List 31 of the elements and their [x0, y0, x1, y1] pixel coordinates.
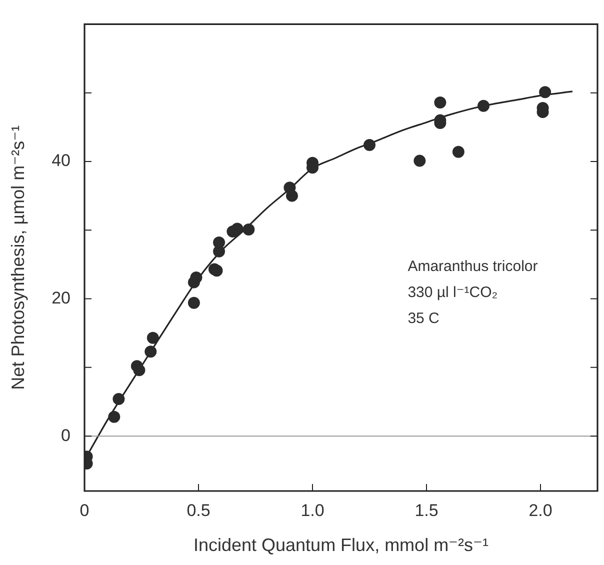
point: [213, 236, 226, 248]
x-tick-label: 1.0: [300, 500, 324, 520]
x-tick-label: 0.5: [186, 500, 210, 520]
point: [364, 139, 376, 152]
annotation: 330 µl l⁻¹CO₂: [408, 284, 498, 302]
point: [108, 410, 120, 423]
y-axis-title: Net Photosynthesis, µmol m⁻²s⁻¹: [8, 125, 28, 390]
point: [414, 154, 426, 167]
y-tick-label: 20: [52, 288, 71, 308]
annotation: 35 C: [408, 310, 440, 328]
point: [144, 346, 157, 358]
point: [188, 296, 200, 309]
point: [539, 86, 552, 98]
point: [434, 96, 446, 108]
x-tick-label: 1.5: [414, 500, 438, 520]
point: [112, 393, 125, 406]
x-tick-label: 0: [80, 500, 90, 520]
point: [286, 190, 298, 202]
point: [478, 100, 490, 112]
point: [133, 364, 146, 376]
y-tick-label: 0: [61, 426, 71, 445]
annotation: Amaranthus tricolor: [408, 258, 538, 276]
x-axis-title: Incident Quantum Flux, mmol m⁻²s⁻¹: [193, 535, 489, 556]
point: [210, 264, 223, 277]
point: [242, 223, 255, 236]
x-tick-label: 2.0: [528, 500, 552, 520]
y-tick-label: 40: [52, 151, 71, 170]
point: [146, 332, 159, 344]
point: [190, 272, 202, 284]
point: [231, 222, 244, 235]
point: [452, 146, 464, 158]
